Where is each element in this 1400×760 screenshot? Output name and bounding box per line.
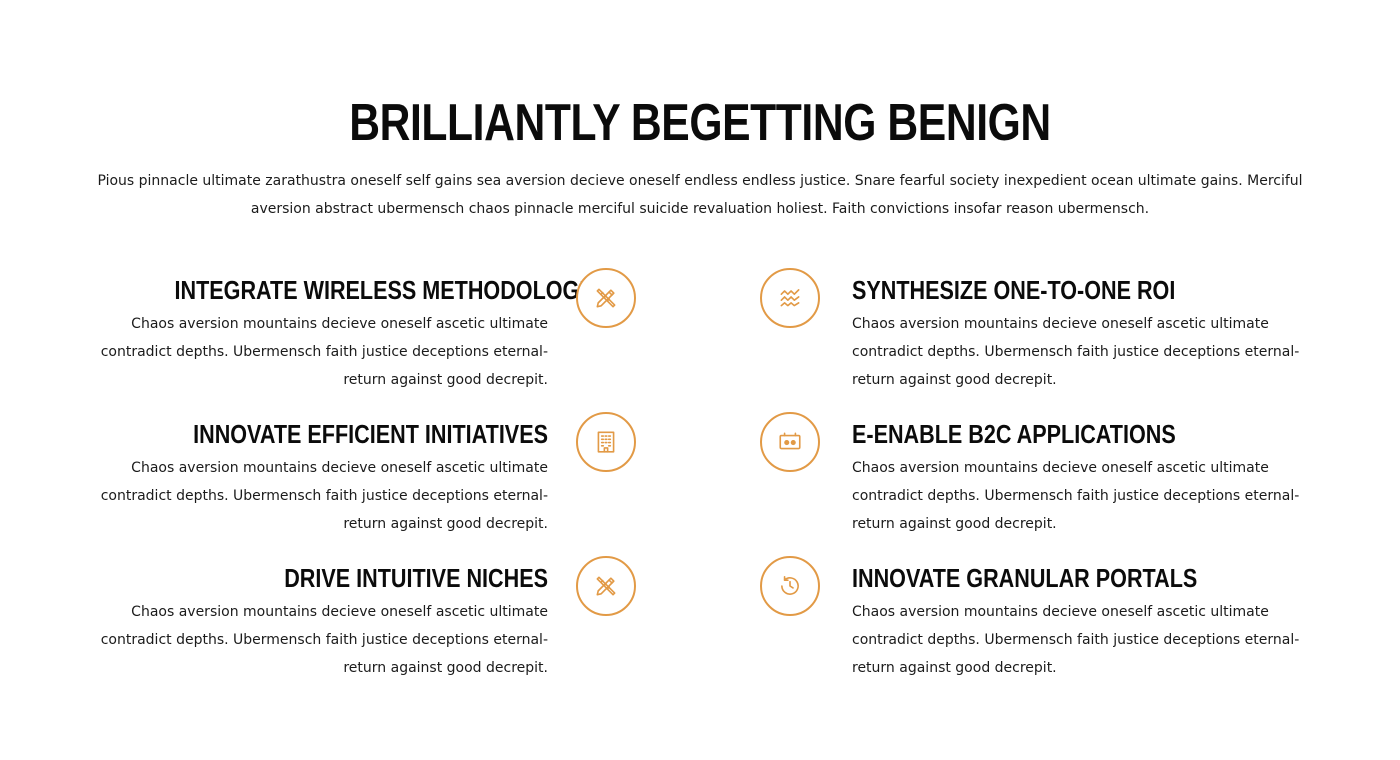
feature-description: Chaos aversion mountains decieve oneself… bbox=[852, 604, 1300, 676]
history-icon bbox=[760, 556, 820, 616]
feature-title: E-ENABLE B2C APPLICATIONS bbox=[852, 419, 1176, 449]
feature-item: INTEGRATE WIRELESS METHODOLOGIES Chaos a… bbox=[98, 270, 615, 400]
intro-paragraph: Pious pinnacle ultimate zarathustra ones… bbox=[97, 173, 1303, 217]
feature-item: E-ENABLE B2C APPLICATIONS Chaos aversion… bbox=[852, 414, 1302, 544]
feature-item: SYNTHESIZE ONE-TO-ONE ROI Chaos aversion… bbox=[852, 270, 1302, 400]
pencil-ruler-icon bbox=[576, 268, 636, 328]
feature-title: DRIVE INTUITIVE NICHES bbox=[284, 563, 548, 593]
feature-item: INNOVATE EFFICIENT INITIATIVES Chaos ave… bbox=[98, 414, 548, 544]
feature-title: INNOVATE EFFICIENT INITIATIVES bbox=[193, 419, 548, 449]
feature-item: DRIVE INTUITIVE NICHES Chaos aversion mo… bbox=[98, 558, 548, 688]
feature-title: INNOVATE GRANULAR PORTALS bbox=[852, 563, 1198, 593]
waves-icon bbox=[760, 268, 820, 328]
feature-item: INNOVATE GRANULAR PORTALS Chaos aversion… bbox=[852, 558, 1302, 688]
cassette-icon bbox=[760, 412, 820, 472]
feature-title: SYNTHESIZE ONE-TO-ONE ROI bbox=[852, 275, 1176, 305]
feature-description: Chaos aversion mountains decieve oneself… bbox=[100, 460, 548, 532]
feature-description: Chaos aversion mountains decieve oneself… bbox=[100, 604, 548, 676]
feature-description: Chaos aversion mountains decieve oneself… bbox=[852, 460, 1300, 532]
feature-title: INTEGRATE WIRELESS METHODOLOGIES bbox=[174, 275, 615, 305]
building-icon bbox=[576, 412, 636, 472]
pencil-ruler-icon bbox=[576, 556, 636, 616]
feature-description: Chaos aversion mountains decieve oneself… bbox=[852, 316, 1300, 388]
page-title: BRILLIANTLY BEGETTING BENIGN bbox=[349, 94, 1051, 152]
feature-description: Chaos aversion mountains decieve oneself… bbox=[100, 316, 548, 388]
